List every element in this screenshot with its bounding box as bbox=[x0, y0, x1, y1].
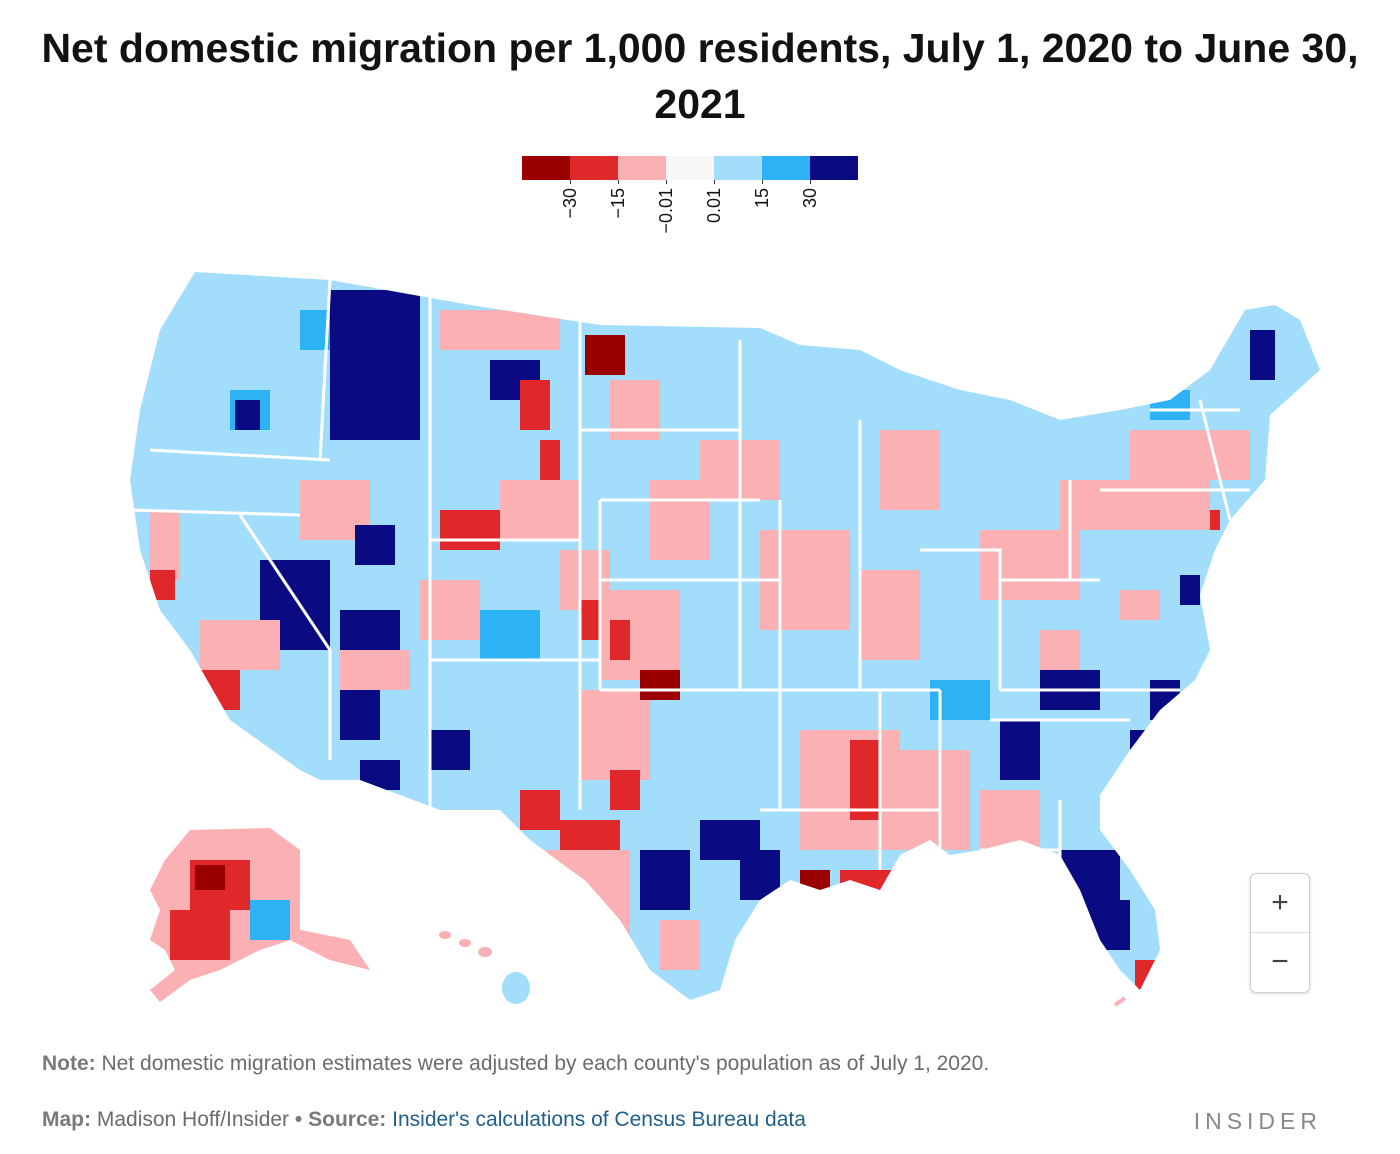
legend-tick-mark bbox=[762, 180, 763, 184]
legend-tick-mark bbox=[810, 180, 811, 184]
legend-swatch-5 bbox=[714, 156, 762, 180]
legend-bar bbox=[522, 156, 858, 180]
map-title: Net domestic migration per 1,000 residen… bbox=[41, 25, 1359, 127]
county-map[interactable] bbox=[0, 250, 1400, 1040]
legend-tick-mark bbox=[618, 180, 619, 184]
legend-swatch-4 bbox=[666, 156, 714, 180]
note: Note: Net domestic migration estimates w… bbox=[42, 1052, 989, 1076]
map-credit-label: Map: bbox=[42, 1108, 91, 1131]
source-link[interactable]: Insider's calculations of Census Bureau … bbox=[392, 1108, 806, 1131]
legend-swatch-2 bbox=[570, 156, 618, 180]
note-label: Note: bbox=[42, 1052, 96, 1075]
hawaii-inset bbox=[439, 931, 530, 1004]
legend: −30 −15 −0.01 0.01 15 30 bbox=[522, 156, 858, 260]
zoom-control[interactable]: + − bbox=[1250, 873, 1310, 993]
legend-tick-label: 15 bbox=[752, 188, 772, 209]
map-credit-author: Madison Hoff/Insider bbox=[96, 1108, 290, 1131]
legend-swatch-6 bbox=[762, 156, 810, 180]
zoom-out-button[interactable]: − bbox=[1271, 945, 1289, 978]
legend-tick-label: −30 bbox=[560, 188, 580, 219]
source-label: Source: bbox=[308, 1108, 387, 1131]
contiguous-us bbox=[130, 272, 1320, 1000]
legend-tick-mark bbox=[570, 180, 571, 184]
state-borders bbox=[130, 279, 1250, 890]
legend-tick-label: 0.01 bbox=[704, 188, 724, 224]
footer-separator: • bbox=[294, 1108, 303, 1131]
legend-tick-label: −15 bbox=[608, 188, 628, 219]
footer-credits: Map: Madison Hoff/Insider • Source: Insi… bbox=[42, 1108, 806, 1132]
florida-keys bbox=[1113, 996, 1127, 1007]
insider-logo: INSIDER bbox=[1193, 1108, 1322, 1134]
note-text: Net domestic migration estimates were ad… bbox=[101, 1052, 990, 1075]
legend-tick-mark bbox=[714, 180, 715, 184]
legend-tick-label: −0.01 bbox=[656, 188, 676, 234]
alaska-inset bbox=[150, 828, 370, 1002]
legend-tick-label: 30 bbox=[800, 188, 820, 209]
legend-tick-mark bbox=[666, 180, 667, 184]
legend-swatch-7 bbox=[810, 156, 858, 180]
legend-ticks: −30 −15 −0.01 0.01 15 30 bbox=[522, 180, 858, 260]
legend-swatch-1 bbox=[522, 156, 570, 180]
zoom-in-button[interactable]: + bbox=[1251, 874, 1309, 933]
legend-swatch-3 bbox=[618, 156, 666, 180]
